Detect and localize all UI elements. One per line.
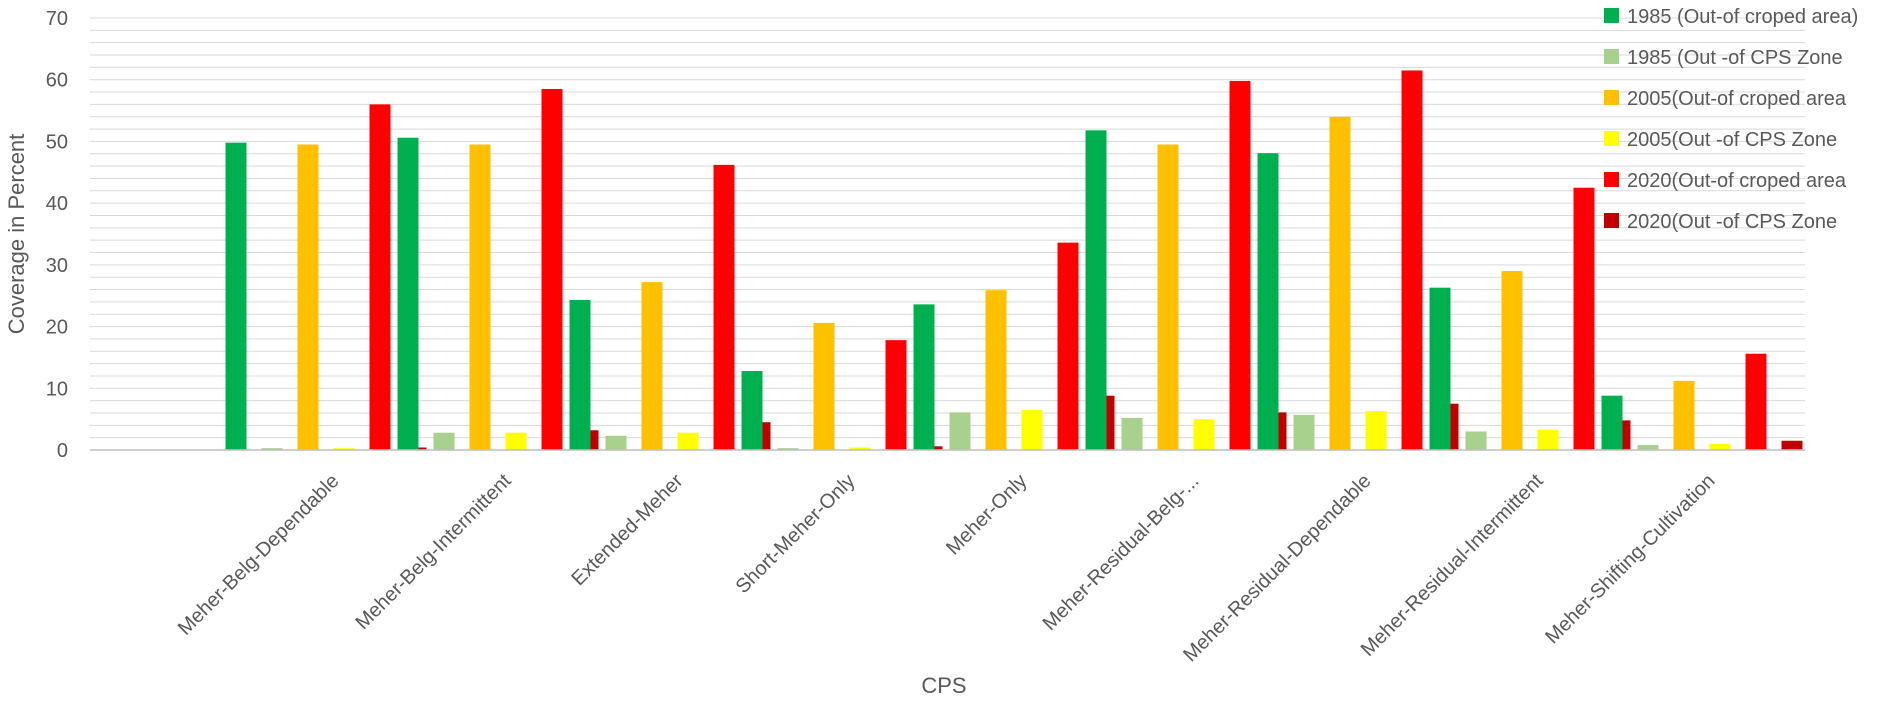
bar-series1-6: [1085, 130, 1107, 450]
legend-label: 1985 (Out -of CPS Zone: [1627, 47, 1843, 69]
x-tick-label: Meher-Shifting-Cultivation: [1541, 470, 1719, 648]
bar-series4-8: [1537, 429, 1559, 450]
bar-series4-6: [1193, 419, 1215, 450]
x-axis-title: CPS: [921, 673, 966, 698]
y-tick-label: 40: [46, 193, 68, 215]
bar-series5-3: [713, 164, 735, 450]
bar-series4-2: [505, 432, 527, 450]
bar-series5-6: [1229, 80, 1251, 450]
bar-series5-4: [885, 340, 907, 450]
bar-series4-7: [1365, 411, 1387, 450]
bar-series1-5: [913, 304, 935, 450]
bar-series5-5: [1057, 242, 1079, 450]
legend-label: 2005(Out-of croped area: [1627, 88, 1847, 110]
bar-series3-4: [813, 322, 835, 450]
legend-label: 2005(Out -of CPS Zone: [1627, 129, 1837, 151]
bar-series3-7: [1329, 116, 1351, 450]
y-tick-label: 50: [46, 131, 68, 153]
legend-label: 2020(Out -of CPS Zone: [1627, 211, 1837, 233]
bar-series3-5: [985, 290, 1007, 450]
bar-series3-1: [297, 144, 319, 450]
legend: 1985 (Out-of croped area) 1985 (Out -of C…: [1604, 6, 1858, 233]
bars: [225, 70, 1803, 451]
legend-swatch: [1604, 8, 1619, 23]
bar-series4-3: [677, 432, 699, 450]
x-tick-label: Short-Meher-Only: [732, 470, 860, 598]
y-tick-label: 30: [46, 255, 68, 277]
x-tick-label: Extended-Meher: [567, 470, 687, 590]
legend-label: 1985 (Out-of croped area): [1627, 6, 1858, 28]
bar-series1-3: [569, 300, 591, 450]
y-axis-title: Coverage in Percent: [4, 134, 29, 335]
legend-swatch: [1604, 213, 1619, 228]
x-tick-label: Meher-Only: [942, 470, 1031, 559]
legend-swatch: [1604, 49, 1619, 64]
x-tick-label: Meher-Residual-Dependable: [1179, 470, 1375, 666]
bar-series4-1: [333, 448, 355, 450]
bar-series3-8: [1501, 271, 1523, 450]
bar-series3-6: [1157, 144, 1179, 450]
bar-series4-4: [849, 447, 871, 450]
y-tick-label: 0: [57, 440, 68, 462]
bar-series1-9: [1601, 395, 1623, 450]
bar-series2-4: [777, 448, 799, 450]
x-tick-label: Meher-Belg-Dependable: [174, 470, 344, 640]
y-tick-label: 20: [46, 317, 68, 339]
x-tick-label: Meher-Residual-Intermittent: [1357, 470, 1548, 661]
bar-series2-7: [1293, 414, 1315, 450]
bar-series3-9: [1673, 380, 1695, 450]
legend-swatch: [1604, 131, 1619, 146]
bar-series5-8: [1573, 187, 1595, 450]
x-axis-category-labels: Meher-Belg-Dependable Meher-Belg-Intermit…: [174, 470, 1720, 667]
bar-series2-5: [949, 412, 971, 450]
bar-series2-6: [1121, 417, 1143, 450]
bar-series2-1: [261, 448, 283, 450]
bar-series5-9: [1745, 353, 1767, 450]
bar-series2-2: [433, 432, 455, 450]
bar-series5-7: [1401, 70, 1423, 450]
bar-series1-7: [1257, 153, 1279, 450]
legend-swatch: [1604, 172, 1619, 187]
gridlines: [90, 17, 1805, 439]
y-axis-ticks: 0 10 20 30 40 50 60 70: [46, 8, 68, 462]
bar-series3-3: [641, 282, 663, 450]
bar-series4-5: [1021, 409, 1043, 450]
bar-series4-9: [1709, 443, 1731, 450]
legend-label: 2020(Out-of croped area: [1627, 170, 1847, 192]
bar-series1-8: [1429, 287, 1451, 450]
bar-series2-8: [1465, 431, 1487, 450]
bar-series1-1: [225, 142, 247, 451]
bar-series6-9: [1781, 440, 1803, 450]
x-tick-label: Meher-Residual-Belg-...: [1039, 470, 1204, 635]
bar-series5-1: [369, 104, 391, 451]
bar-series5-2: [541, 88, 563, 450]
bar-series2-9: [1637, 445, 1659, 450]
y-tick-label: 60: [46, 70, 68, 92]
bar-series1-4: [741, 371, 763, 450]
legend-swatch: [1604, 90, 1619, 105]
y-tick-label: 10: [46, 378, 68, 400]
y-tick-label: 70: [46, 8, 68, 30]
bar-series1-2: [397, 137, 419, 450]
bar-series2-3: [605, 435, 627, 450]
bar-series3-2: [469, 144, 491, 450]
x-tick-label: Meher-Belg-Intermittent: [351, 470, 515, 634]
